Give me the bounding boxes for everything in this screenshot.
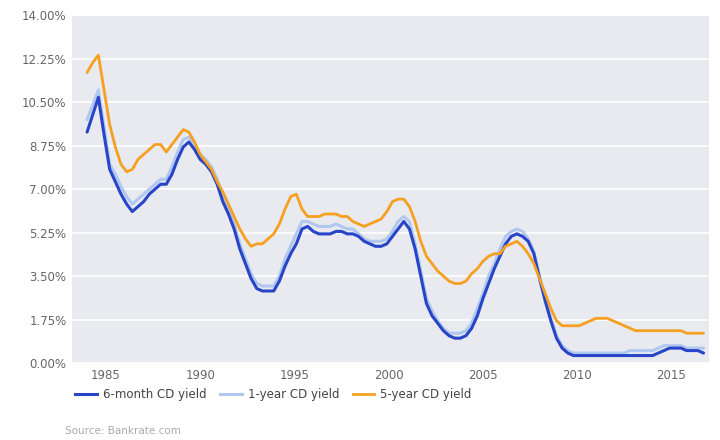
Text: Source: Bankrate.com: Source: Bankrate.com (65, 426, 181, 436)
Legend: 6-month CD yield, 1-year CD yield, 5-year CD yield: 6-month CD yield, 1-year CD yield, 5-yea… (71, 383, 477, 406)
